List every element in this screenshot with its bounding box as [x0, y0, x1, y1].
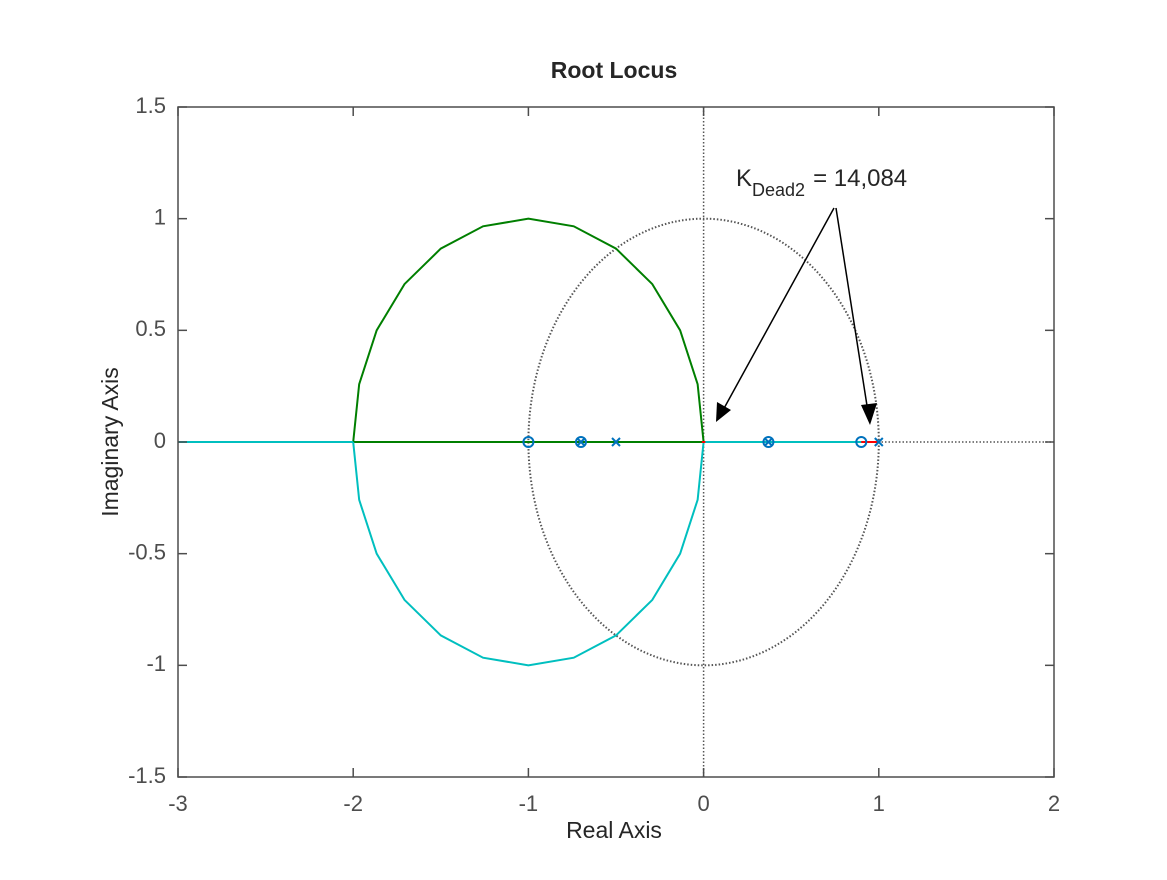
pole-marker: [874, 437, 884, 447]
plot-area: -3 -2 -1 0 1 2 -1.5 -1 -0.5 0 0.5 1 1.5: [128, 93, 1060, 816]
y-tick-label: -0.5: [128, 539, 166, 564]
annotation-value: = 14,084: [813, 165, 907, 192]
y-tick-label: -1.5: [128, 763, 166, 788]
pole-marker: [611, 437, 621, 447]
arrow: [835, 207, 869, 413]
annotation: KDead2 = 14,084: [716, 165, 907, 425]
x-tick-label: -1: [519, 791, 539, 816]
locus-branch: [352, 217, 705, 443]
zero-marker: [855, 436, 868, 448]
x-tick-label: -3: [168, 791, 188, 816]
arrowhead: [861, 403, 877, 425]
x-tick-label: -2: [343, 791, 363, 816]
x-tick-label: 0: [697, 791, 709, 816]
y-axis-label: Imaginary Axis: [97, 367, 123, 517]
locus-branch: [352, 441, 705, 667]
annotation-k: K: [736, 165, 752, 192]
zero-marker: [522, 436, 535, 448]
pole-marker: [763, 437, 774, 447]
annotation-subscript: Dead2: [752, 180, 805, 200]
x-axis-label: Real Axis: [566, 817, 662, 843]
arrowhead: [716, 402, 731, 422]
annotation-text: KDead2 = 14,084: [736, 165, 907, 200]
y-tick-label: 1: [154, 204, 166, 229]
y-tick-label: 1.5: [135, 93, 166, 118]
y-tick-label: 0: [154, 428, 166, 453]
x-tick-label: 2: [1048, 791, 1060, 816]
zero-marker: [574, 436, 587, 448]
y-tick-label: 0.5: [135, 316, 166, 341]
x-tick-label: 1: [873, 791, 885, 816]
y-tick-label: -1: [146, 651, 166, 676]
pole-marker: [576, 437, 586, 447]
chart-title: Root Locus: [551, 57, 678, 83]
zero-marker: [762, 436, 775, 448]
arrow: [721, 207, 835, 413]
